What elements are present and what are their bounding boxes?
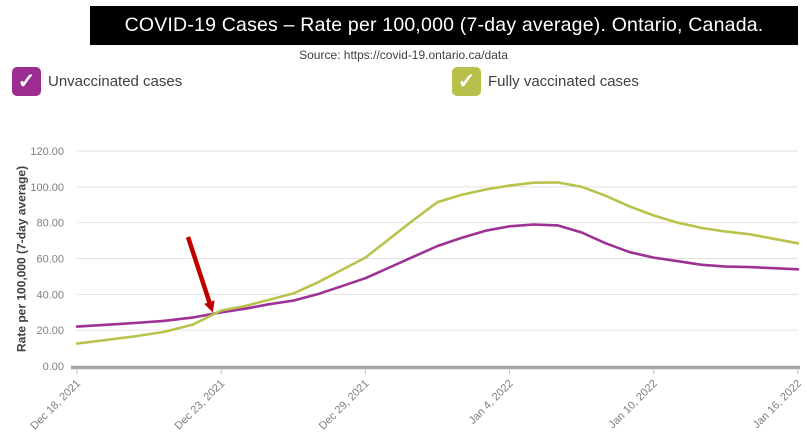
- y-tick-label: 120.00: [30, 146, 64, 158]
- legend-item-fully-vaccinated[interactable]: ✓ Fully vaccinated cases: [452, 67, 639, 96]
- y-tick-label: 20.00: [36, 325, 64, 337]
- checkmark-icon: ✓: [17, 70, 36, 93]
- checkbox-checked-icon[interactable]: ✓: [12, 67, 41, 96]
- annotation-arrow-shaft: [185, 236, 213, 305]
- legend-label-unvaccinated: Unvaccinated cases: [48, 73, 183, 90]
- legend-label-fully-vaccinated: Fully vaccinated cases: [488, 73, 639, 90]
- source-text: Source: https://covid-19.ontario.ca/data: [299, 48, 508, 62]
- x-tick-label: Jan 4, 2022: [467, 378, 516, 427]
- y-tick-label: 40.00: [36, 289, 64, 301]
- x-tick-label: Dec 23, 2021: [173, 378, 228, 433]
- y-tick-label: 100.00: [30, 182, 64, 194]
- page-title: COVID-19 Cases – Rate per 100,000 (7-day…: [124, 14, 764, 36]
- legend-item-unvaccinated[interactable]: ✓ Unvaccinated cases: [12, 67, 182, 96]
- x-tick-label: Dec 18, 2021: [28, 378, 83, 433]
- checkmark-icon: ✓: [457, 70, 476, 93]
- title-bar: COVID-19 Cases – Rate per 100,000 (7-day…: [90, 6, 798, 45]
- checkbox-checked-icon[interactable]: ✓: [452, 67, 481, 96]
- x-tick-label: Jan 16, 2022: [751, 378, 804, 431]
- y-tick-label: 60.00: [36, 254, 64, 266]
- y-tick-label: 80.00: [36, 218, 64, 230]
- x-tick-label: Dec 29, 2021: [317, 378, 372, 433]
- x-tick-label: Jan 10, 2022: [606, 378, 659, 431]
- y-tick-label: 0.00: [43, 361, 64, 373]
- series-line-unvaccinated-cases: [75, 223, 800, 328]
- series-line-fully-vaccinated-cases: [75, 181, 800, 345]
- annotation-arrow-head: [204, 300, 215, 313]
